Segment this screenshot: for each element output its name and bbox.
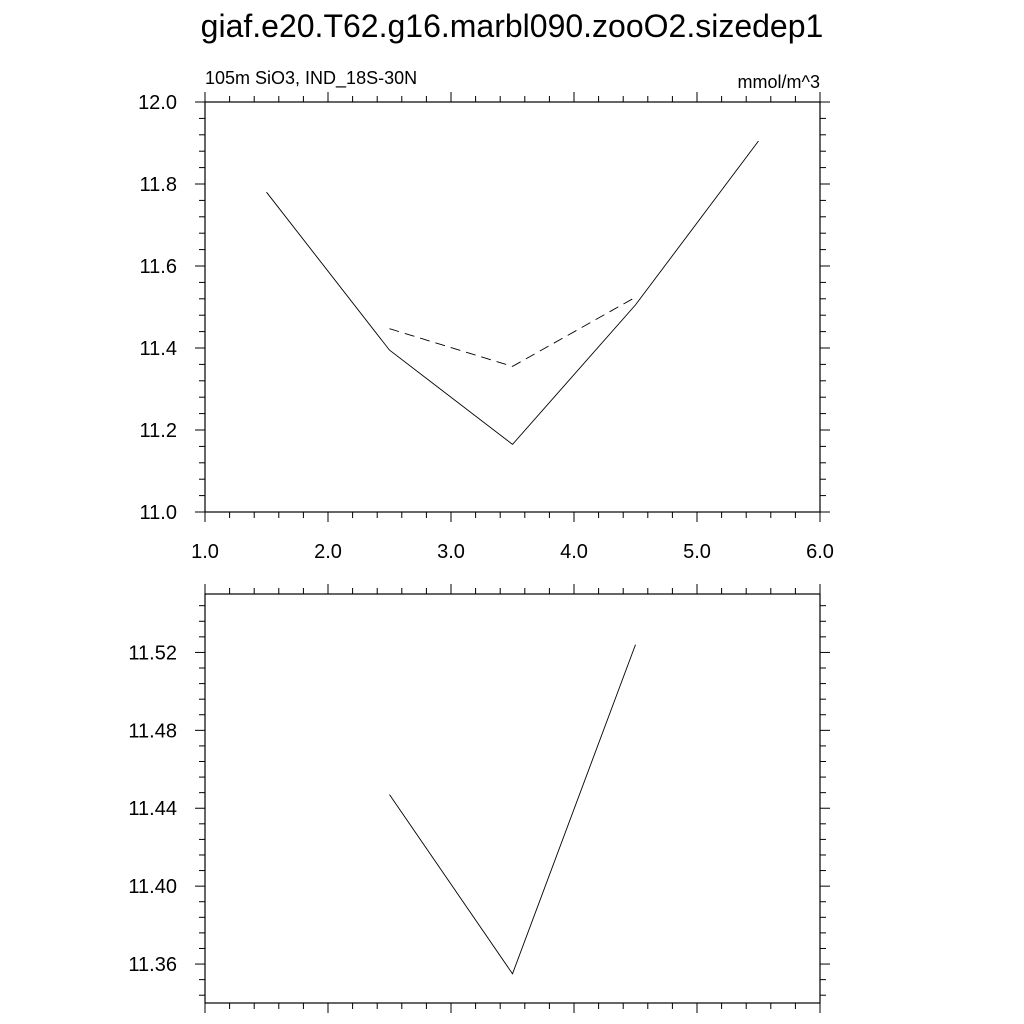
x-tick-label: 1.0 xyxy=(191,541,219,563)
figure-title: giaf.e20.T62.g16.marbl090.zooO2.sizedep1 xyxy=(200,8,824,44)
plot-panel-1: 11.0 11.2 11.4 11.6 11.8 12.0 1.0 2.0 3.0 4.0 5.0 6… xyxy=(138,68,834,563)
y-tick-label: 11.40 xyxy=(128,876,177,898)
x-tick-label: 4.0 xyxy=(560,541,588,563)
x-tick-label: 2.0 xyxy=(314,541,342,563)
y-tick-label: 11.36 xyxy=(128,954,177,976)
plot-panel-2: 11.36 11.40 11.44 11.48 11.52 xyxy=(128,584,830,1013)
series-line-2 xyxy=(389,296,636,367)
y-tick-label: 11.52 xyxy=(128,642,177,664)
y-tick-label: 11.0 xyxy=(140,502,177,524)
plot-frame xyxy=(204,101,821,513)
y-tick-label: 11.2 xyxy=(140,420,177,442)
y-tick-label: 12.0 xyxy=(138,92,177,114)
x-tick-label: 5.0 xyxy=(683,541,711,563)
left-string: 105m SiO3, IND_18S-30N xyxy=(205,68,417,89)
y-tick-label: 11.6 xyxy=(140,256,177,278)
x-tick-label: 6.0 xyxy=(806,541,834,563)
series-line-1 xyxy=(266,140,759,446)
series-line-1 xyxy=(389,644,636,975)
plot-frame xyxy=(204,593,821,1004)
x-tick-label: 3.0 xyxy=(437,541,465,563)
y-tick-label: 11.8 xyxy=(140,174,177,196)
y-tick-label: 11.48 xyxy=(128,720,177,742)
y-tick-label: 11.44 xyxy=(128,798,177,820)
right-string: mmol/m^3 xyxy=(738,72,820,92)
y-tick-label: 11.4 xyxy=(140,338,177,360)
